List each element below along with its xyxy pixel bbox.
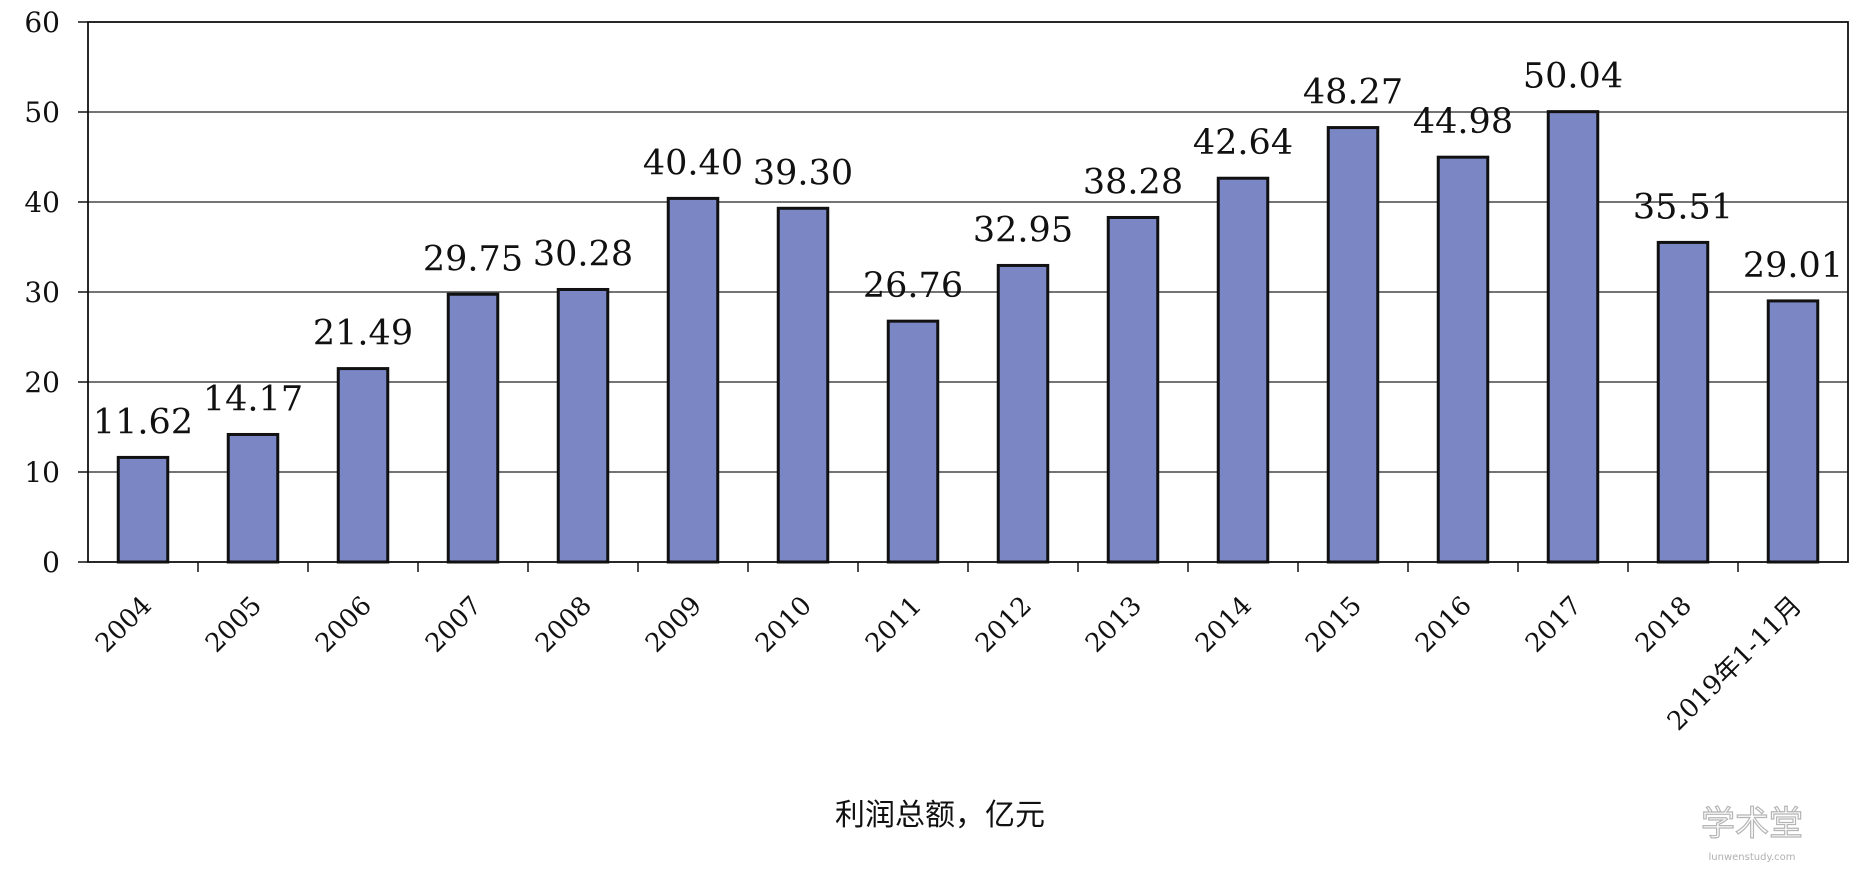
- x-tick-label: 2013: [1080, 591, 1148, 659]
- data-label: 26.76: [863, 266, 963, 306]
- y-tick-labels: 0 10 20 30 40 50 60: [24, 6, 60, 579]
- data-label: 42.64: [1193, 123, 1293, 163]
- bar-13: [1546, 110, 1600, 564]
- y-tick-label: 10: [24, 456, 60, 489]
- data-label: 38.28: [1083, 162, 1183, 202]
- data-label: 30.28: [533, 234, 633, 274]
- x-tick-label: 2008: [530, 591, 598, 659]
- data-label: 39.30: [753, 153, 853, 193]
- data-label: 29.01: [1743, 246, 1843, 286]
- x-tick-label: 2005: [200, 591, 268, 659]
- x-tick-label: 2017: [1520, 591, 1588, 659]
- data-label: 50.04: [1523, 57, 1623, 97]
- watermark: 学术堂 lunwenstudy.com: [1700, 803, 1803, 863]
- x-tick-label: 2009: [640, 591, 708, 659]
- data-label: 14.17: [203, 379, 303, 419]
- bar-6: [776, 206, 830, 564]
- bar-9: [1106, 215, 1160, 564]
- bar-15: [1766, 299, 1820, 564]
- bar-4: [556, 287, 610, 564]
- y-tick-label: 30: [24, 276, 60, 309]
- data-label: 44.98: [1413, 102, 1513, 142]
- data-label: 32.95: [973, 210, 1073, 250]
- data-label: 48.27: [1303, 73, 1403, 113]
- bar-7: [886, 319, 940, 564]
- x-tick-label: 2011: [860, 591, 928, 659]
- data-label: 29.75: [423, 239, 523, 279]
- data-label: 40.40: [643, 143, 743, 183]
- x-tick-label: 2015: [1300, 591, 1368, 659]
- x-tick-label: 2012: [970, 591, 1038, 659]
- x-tick-label: 2006: [310, 591, 378, 659]
- bar-12: [1436, 155, 1490, 564]
- x-axis-title: 利润总额，亿元: [835, 798, 1045, 833]
- bar-5: [666, 196, 720, 564]
- bar-10: [1216, 176, 1270, 564]
- x-tick-label: 2007: [420, 591, 488, 659]
- watermark-main-text: 学术堂: [1701, 804, 1803, 844]
- data-label: 35.51: [1633, 187, 1733, 227]
- bar-1: [226, 432, 280, 564]
- data-label: 11.62: [93, 402, 193, 442]
- y-tick-label: 50: [24, 96, 60, 129]
- bar-0: [116, 455, 170, 564]
- y-tick-label: 60: [24, 6, 60, 39]
- data-label: 21.49: [313, 314, 413, 354]
- x-tick-labels: 2004 2005 2006 2007 2008 2009 2010 2011 2012 2013…: [90, 591, 1808, 737]
- bar-2: [336, 367, 390, 564]
- x-tick-label: 2018: [1630, 591, 1698, 659]
- bar-3: [446, 292, 500, 564]
- bar-8: [996, 263, 1050, 564]
- y-tick-label: 40: [24, 186, 60, 219]
- x-tick-label: 2014: [1190, 591, 1258, 659]
- y-tick-label: 0: [42, 546, 60, 579]
- y-tick-label: 20: [24, 366, 60, 399]
- watermark-sub-text: lunwenstudy.com: [1709, 852, 1796, 863]
- x-tick-label: 2016: [1410, 591, 1478, 659]
- bar-11: [1326, 126, 1380, 564]
- x-tick-label: 2010: [750, 591, 818, 659]
- bars: [116, 110, 1820, 564]
- x-tick-label: 2004: [90, 591, 158, 659]
- axes: [78, 21, 1849, 572]
- bar-14: [1656, 240, 1710, 564]
